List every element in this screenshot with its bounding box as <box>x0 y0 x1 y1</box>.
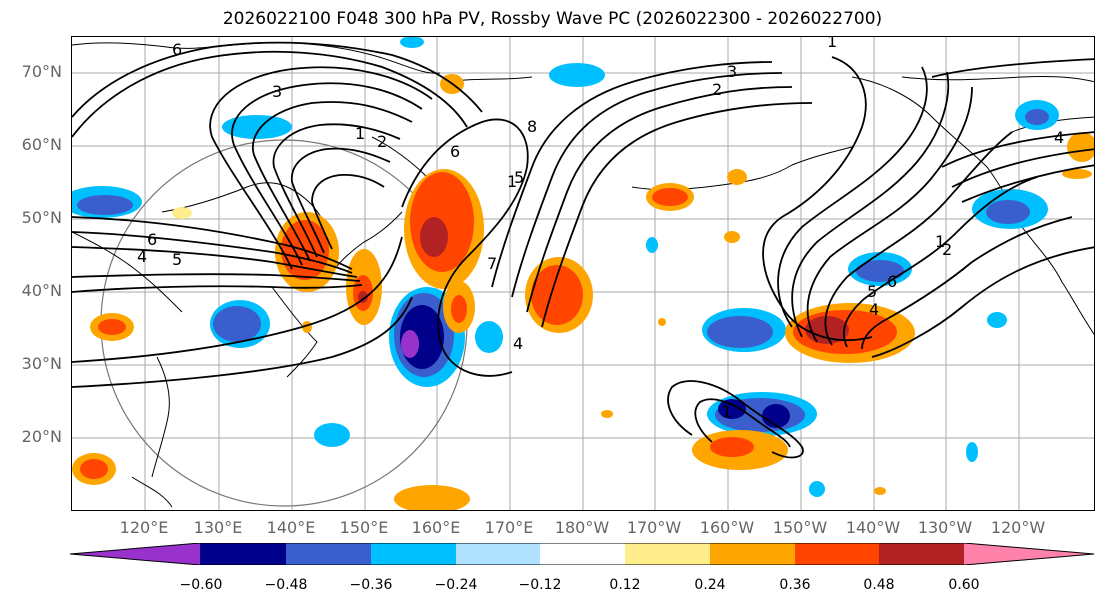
lon-label: 120°W <box>990 518 1046 537</box>
lon-label: 130°E <box>193 518 243 537</box>
contour-labels: 6 6 5 4 3 2 1 1 5 6 8 7 4 3 2 1 5 6 4 1 … <box>137 37 1064 421</box>
lon-label: 160°W <box>699 518 755 537</box>
colorbar-segment <box>456 543 540 565</box>
lon-label: 170°W <box>626 518 682 537</box>
contour-label: 5 <box>172 250 182 269</box>
colorbar-segment <box>879 543 964 565</box>
colorbar-tick: 0.60 <box>948 577 980 593</box>
contour-label: 1 <box>827 37 837 51</box>
contour-label: 4 <box>137 247 147 266</box>
colorbar-tick: −0.48 <box>264 577 308 593</box>
lon-label: 150°E <box>339 518 389 537</box>
colorbar-tick: 0.48 <box>863 577 895 593</box>
colorbar-segment <box>70 543 200 565</box>
colorbar-segment <box>795 543 879 565</box>
contour-label: 2 <box>712 80 722 99</box>
colorbar-segment <box>625 543 710 565</box>
contour-label: 2 <box>942 240 952 259</box>
colorbar-tick: 0.12 <box>609 577 641 593</box>
contour-label: 1 <box>722 402 732 421</box>
colorbar-tick: −0.60 <box>179 577 223 593</box>
colorbar-tick: 0.36 <box>779 577 811 593</box>
contour-label: 4 <box>869 300 879 319</box>
lat-label: 40°N <box>21 281 62 300</box>
colorbar-tick: −0.36 <box>349 577 393 593</box>
colorbar-segment <box>286 543 371 565</box>
colorbar-segment <box>964 543 1094 565</box>
lat-label: 70°N <box>21 62 62 81</box>
contour-label: 6 <box>450 142 460 161</box>
lat-label: 30°N <box>21 354 62 373</box>
colorbar-segment <box>200 543 286 565</box>
contour-label: 6 <box>887 272 897 291</box>
lon-label: 170°E <box>484 518 534 537</box>
colorbar <box>70 543 1095 565</box>
colorbar-outline <box>70 543 1095 565</box>
contour-label: 8 <box>527 117 537 136</box>
colorbar-tick: 0.24 <box>694 577 726 593</box>
colorbar-segment <box>371 543 456 565</box>
lat-label: 50°N <box>21 208 62 227</box>
colorbar-segment <box>710 543 795 565</box>
contour-label: 2 <box>377 132 387 151</box>
lat-label: 20°N <box>21 427 62 446</box>
pc-contours <box>72 41 1094 459</box>
lon-label: 180°W <box>554 518 610 537</box>
contour-label: 3 <box>272 82 282 101</box>
map-canvas: 6 6 5 4 3 2 1 1 5 6 8 7 4 3 2 1 5 6 4 1 … <box>72 37 1094 510</box>
colorbar-segment <box>540 543 625 565</box>
lat-label: 60°N <box>21 135 62 154</box>
contour-label: 4 <box>513 334 523 353</box>
colorbar-tick: −0.24 <box>434 577 478 593</box>
lon-label: 130°W <box>917 518 973 537</box>
contour-label: 3 <box>727 62 737 81</box>
contour-label: 1 <box>935 232 945 251</box>
contour-label: 7 <box>487 254 497 273</box>
lon-label: 150°W <box>772 518 828 537</box>
contour-label: 4 <box>1054 128 1064 147</box>
contour-label: 1 <box>355 124 365 143</box>
pv-negative-fills <box>72 37 1059 497</box>
map-title: 2026022100 F048 300 hPa PV, Rossby Wave … <box>222 9 883 29</box>
lon-label: 160°E <box>411 518 461 537</box>
contour-label: 1 <box>507 172 517 191</box>
lon-label: 140°W <box>845 518 901 537</box>
contour-label: 5 <box>514 168 524 187</box>
contour-label: 6 <box>147 230 157 249</box>
map-panel: 6 6 5 4 3 2 1 1 5 6 8 7 4 3 2 1 5 6 4 1 … <box>71 36 1095 511</box>
lon-label: 120°E <box>119 518 169 537</box>
colorbar-tick: −0.12 <box>518 577 562 593</box>
contour-label: 6 <box>172 40 182 59</box>
lon-label: 140°E <box>266 518 316 537</box>
contour-label: 5 <box>867 282 877 301</box>
